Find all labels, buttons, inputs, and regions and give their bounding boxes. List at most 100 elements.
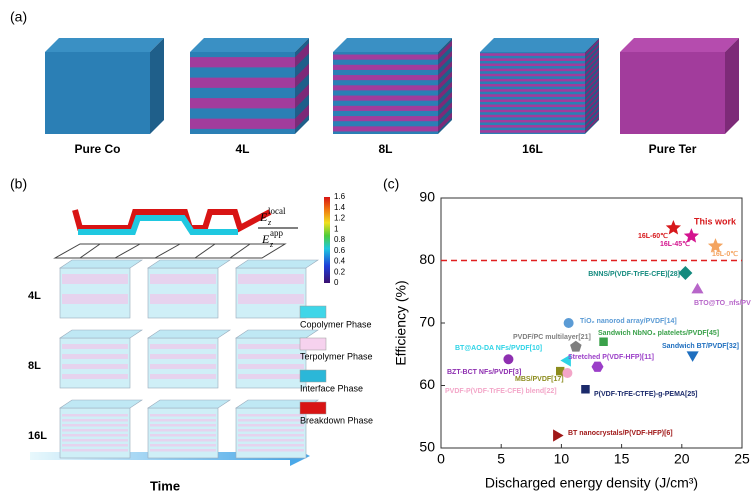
sim-layer xyxy=(150,429,216,432)
layer xyxy=(333,126,438,131)
x-axis-label: Discharged energy density (J/cm³) xyxy=(485,475,698,491)
sim-cube xyxy=(148,400,230,458)
cube-label: 4L xyxy=(235,142,249,156)
data-point xyxy=(599,338,608,347)
cube xyxy=(620,38,739,134)
sim-layer xyxy=(62,364,128,369)
layer xyxy=(333,65,438,70)
sim-top xyxy=(148,330,230,338)
colorbar-tick-label: 0.2 xyxy=(334,267,346,276)
cube xyxy=(333,38,452,134)
sim-layer xyxy=(238,419,304,422)
layer xyxy=(480,105,585,108)
layer xyxy=(333,75,438,80)
sim-layer xyxy=(150,419,216,422)
colorbar-superscript: local xyxy=(268,206,286,216)
panel-label: (a) xyxy=(10,9,27,25)
colorbar-tick-label: 0.4 xyxy=(334,257,346,266)
annotation: This work xyxy=(694,216,737,226)
layer xyxy=(480,99,585,102)
sim-layer xyxy=(150,364,216,369)
point-label: TiO₂ nanorod array/PVDF[14] xyxy=(580,318,677,325)
cube xyxy=(45,38,164,134)
sim-layer xyxy=(62,374,128,379)
point-label: Sandwich NbNO₃ platelets/PVDF[45] xyxy=(598,330,719,337)
layer xyxy=(333,116,438,121)
sim-layer xyxy=(150,374,216,379)
sim-layer xyxy=(62,444,128,447)
point-label: MBS/PVDF[17] xyxy=(515,376,564,383)
row-label: 8L xyxy=(28,360,41,372)
sim-cube xyxy=(148,330,230,388)
colorbar-tick-label: 1.4 xyxy=(334,203,346,212)
sim-layer xyxy=(150,424,216,427)
sim-layer xyxy=(62,414,128,417)
sim-layer xyxy=(62,344,128,349)
point-label: Stretched P(VDF-HFP)[11] xyxy=(568,354,654,361)
layer xyxy=(480,89,585,92)
sim-layer xyxy=(62,449,128,452)
cube xyxy=(480,38,599,134)
layer xyxy=(480,115,585,118)
cube-label: 16L xyxy=(522,142,543,156)
layer xyxy=(480,58,585,61)
layer xyxy=(480,53,585,56)
layer xyxy=(480,120,585,123)
sim-layer xyxy=(62,354,128,359)
y-tick-label: 70 xyxy=(419,314,435,330)
layer xyxy=(333,55,438,60)
point-label: P(VDF-TrFE-CTFE)-g-PEMA[25] xyxy=(594,391,697,398)
point-label: PVDF/PC multilayer[21] xyxy=(513,334,591,341)
panel-label: (b) xyxy=(10,176,27,192)
legend-swatch xyxy=(300,402,326,414)
data-point xyxy=(592,362,604,372)
sim-layer xyxy=(238,274,304,284)
sim-layer xyxy=(150,434,216,437)
sim-layer xyxy=(238,434,304,437)
point-label: 16L-0℃ xyxy=(712,250,738,258)
sim-layer xyxy=(238,364,304,369)
sim-layer xyxy=(238,374,304,379)
layer xyxy=(333,85,438,90)
cube-front xyxy=(333,52,438,134)
legend-swatch xyxy=(300,306,326,318)
cube-front xyxy=(620,52,725,134)
sim-layer xyxy=(238,294,304,304)
cube-label: Pure Co xyxy=(74,142,120,156)
row-label: 16L xyxy=(28,430,47,442)
cube-front xyxy=(45,52,150,134)
layer xyxy=(480,125,585,128)
cube-top xyxy=(333,38,452,52)
data-point xyxy=(678,266,692,280)
layer xyxy=(480,64,585,67)
layer xyxy=(480,110,585,113)
sim-layer xyxy=(62,419,128,422)
sim-top xyxy=(236,260,318,268)
colorbar-tick-label: 1 xyxy=(334,224,339,233)
point-label: 16L-45℃ xyxy=(660,240,690,248)
colorbar-symbol: E xyxy=(259,210,268,224)
layer xyxy=(190,119,295,129)
layer xyxy=(190,78,295,88)
figure: (a)Pure Co4L8L16LPure Ter(b)1.61.41.210.… xyxy=(0,0,751,498)
sim-layer xyxy=(150,354,216,359)
cube-top xyxy=(480,38,599,52)
sim-layer xyxy=(150,274,216,284)
sim-cube xyxy=(60,400,142,458)
layer xyxy=(333,96,438,101)
sim-top xyxy=(60,330,142,338)
x-tick-label: 25 xyxy=(734,451,750,467)
cube-top xyxy=(190,38,309,52)
layer xyxy=(333,106,438,111)
colorbar-tick-label: 1.6 xyxy=(334,192,346,201)
cube-top xyxy=(620,38,739,52)
colorbar-tick-label: 1.2 xyxy=(334,214,346,223)
sim-layer xyxy=(62,294,128,304)
row-label: 4L xyxy=(28,290,41,302)
sim-top xyxy=(60,400,142,408)
sim-layer xyxy=(238,424,304,427)
point-label: PVDF-P(VDF-TrFE-CFE) blend[22] xyxy=(445,388,557,395)
data-point xyxy=(562,368,572,378)
colorbar xyxy=(324,197,330,283)
layer xyxy=(190,98,295,108)
